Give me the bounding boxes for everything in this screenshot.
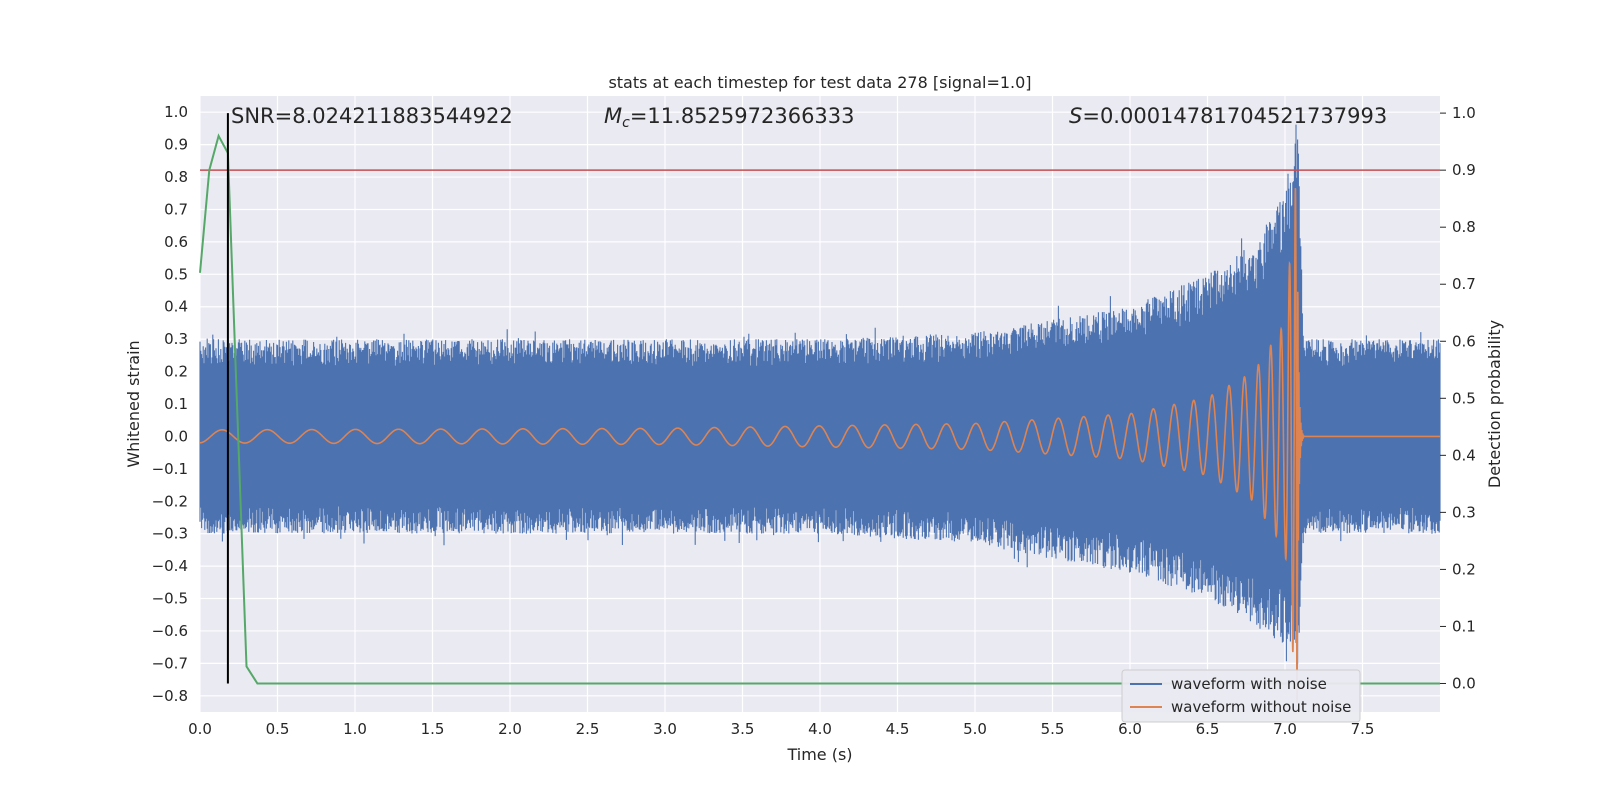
series-waveform-with-noise bbox=[199, 124, 1441, 666]
x-tick-label: 5.5 bbox=[1041, 720, 1065, 738]
y-left-tick-label: 0.1 bbox=[164, 395, 188, 413]
y-left-tick-label: −0.7 bbox=[152, 654, 188, 672]
x-tick-label: 6.5 bbox=[1196, 720, 1220, 738]
y-left-tick-label: 0.8 bbox=[164, 168, 188, 186]
chart-title: stats at each timestep for test data 278… bbox=[608, 73, 1031, 92]
x-tick-label: 6.0 bbox=[1118, 720, 1142, 738]
x-axis-label: Time (s) bbox=[786, 745, 852, 764]
y-right-tick-label: 0.4 bbox=[1452, 446, 1476, 464]
x-tick-label: 7.0 bbox=[1273, 720, 1297, 738]
x-tick-label: 3.0 bbox=[653, 720, 677, 738]
legend-box bbox=[1121, 669, 1361, 723]
y-left-tick-label: −0.5 bbox=[152, 590, 188, 608]
x-tick-label: 7.5 bbox=[1351, 720, 1375, 738]
x-tick-label: 0.5 bbox=[266, 720, 290, 738]
x-tick-label: 0.0 bbox=[188, 720, 212, 738]
chirp-mass-annotation: Mc=11.8525972366333 bbox=[604, 104, 855, 131]
y-right-tick-label: 0.3 bbox=[1452, 503, 1476, 521]
y-left-tick-label: 1.0 bbox=[164, 103, 188, 121]
x-tick-label: 2.0 bbox=[498, 720, 522, 738]
x-tick-label: 3.5 bbox=[731, 720, 755, 738]
y-left-tick-label: −0.3 bbox=[152, 525, 188, 543]
y-left-tick-label: 0.9 bbox=[164, 136, 188, 154]
y-left-tick-label: −0.1 bbox=[152, 460, 188, 478]
legend: waveform with noise waveform without noi… bbox=[1121, 669, 1361, 723]
x-tick-label: 1.5 bbox=[421, 720, 445, 738]
y-axis-label-right: Detection probability bbox=[1485, 320, 1504, 488]
y-left-tick-label: −0.8 bbox=[152, 687, 188, 705]
x-tick-label: 4.5 bbox=[886, 720, 910, 738]
s-annotation: S=0.00014781704521737993 bbox=[1069, 104, 1387, 128]
y-left-tick-label: 0.2 bbox=[164, 363, 188, 381]
y-right-tick-label: 0.7 bbox=[1452, 275, 1476, 293]
y-left-tick-label: 0.3 bbox=[164, 330, 188, 348]
y-right-tick-label: 0.8 bbox=[1452, 218, 1476, 236]
snr-annotation: SNR=8.024211883544922 bbox=[231, 104, 513, 128]
x-tick-label: 5.0 bbox=[963, 720, 987, 738]
y-right-tick-label: 1.0 bbox=[1452, 104, 1476, 122]
y-right-tick-label: 0.9 bbox=[1452, 161, 1476, 179]
y-left-tick-label: 0.0 bbox=[164, 427, 188, 445]
y-left-tick-label: 0.4 bbox=[164, 298, 188, 316]
y-left-tick-label: −0.4 bbox=[152, 557, 188, 575]
y-left-tick-label: 0.6 bbox=[164, 233, 188, 251]
y-right-tick-label: 0.2 bbox=[1452, 560, 1476, 578]
legend-label-clean: waveform without noise bbox=[1171, 698, 1351, 716]
series-layer bbox=[199, 113, 1441, 703]
series-waveform-without-noise bbox=[199, 188, 1440, 703]
x-tick-label: 4.0 bbox=[808, 720, 832, 738]
y-right-tick-label: 0.1 bbox=[1452, 617, 1476, 635]
y-left-tick-label: 0.7 bbox=[164, 200, 188, 218]
legend-label-noise: waveform with noise bbox=[1171, 675, 1327, 693]
y-left-tick-label: 0.5 bbox=[164, 265, 188, 283]
y-right-tick-label: 0.6 bbox=[1452, 332, 1476, 350]
tick-labels: 0.0 0.5 1.0 1.5 2.0 2.5 3.0 3.5 4.0 4.5 5.0 5.5 6.0 6… bbox=[152, 103, 1476, 738]
y-right-tick-label: 0.0 bbox=[1452, 674, 1476, 692]
x-tick-label: 2.5 bbox=[576, 720, 600, 738]
x-tick-label: 1.0 bbox=[343, 720, 367, 738]
y-left-tick-label: −0.2 bbox=[152, 492, 188, 510]
y-axis-label-left: Whitened strain bbox=[124, 340, 143, 467]
y-right-tick-label: 0.5 bbox=[1452, 389, 1476, 407]
y-left-tick-label: −0.6 bbox=[152, 622, 188, 640]
